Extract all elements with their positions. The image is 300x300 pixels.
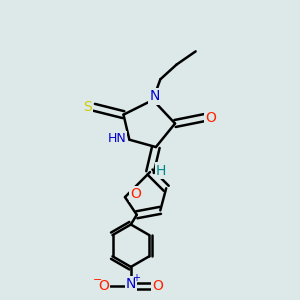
Text: H: H: [156, 164, 166, 178]
Text: S: S: [83, 100, 92, 114]
Text: O: O: [206, 111, 216, 124]
Text: N: N: [149, 89, 160, 103]
Text: −: −: [93, 274, 103, 285]
Text: O: O: [98, 279, 109, 293]
Text: O: O: [130, 187, 141, 201]
Text: HN: HN: [108, 132, 126, 145]
Text: N: N: [126, 277, 136, 291]
Text: +: +: [132, 273, 140, 283]
Text: O: O: [152, 279, 164, 293]
